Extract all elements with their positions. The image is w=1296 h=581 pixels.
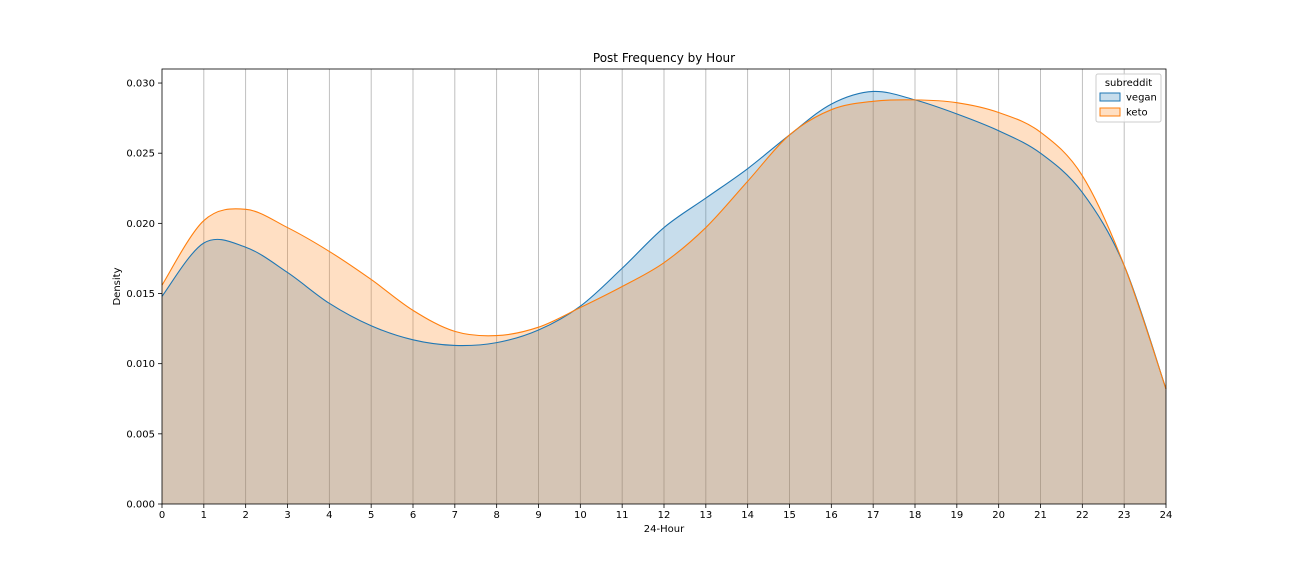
legend-box <box>1095 73 1162 123</box>
x-axis-label: 24-Hour <box>644 524 685 535</box>
y-tick-label: 0.025 <box>126 149 155 160</box>
x-tick-label: 8 <box>493 510 499 521</box>
x-tick-label: 21 <box>1034 510 1047 521</box>
line-vegan <box>161 90 1167 390</box>
legend-label-vegan: vegan <box>1126 93 1157 104</box>
x-tick-label: 20 <box>992 510 1005 521</box>
area-vegan <box>162 91 1166 504</box>
y-axis-label: Density <box>112 267 123 305</box>
y-tick-label: 0.020 <box>126 219 155 230</box>
x-tick-label: 10 <box>574 510 587 521</box>
x-tick-label: 19 <box>950 510 963 521</box>
density-lines <box>161 90 1167 390</box>
legend-swatch-keto <box>1099 107 1121 117</box>
x-tick-label: 14 <box>741 510 754 521</box>
x-tick-label: 3 <box>284 510 290 521</box>
y-tick-label: 0.005 <box>126 429 155 440</box>
x-tick-label: 16 <box>825 510 838 521</box>
legend-label-keto: keto <box>1126 108 1148 119</box>
x-tick-label: 15 <box>783 510 796 521</box>
x-tick-label: 22 <box>1076 510 1089 521</box>
legend: subreddit vegan keto <box>1095 73 1162 123</box>
x-tick-label: 13 <box>699 510 712 521</box>
x-tick-label: 18 <box>909 510 922 521</box>
x-tick-label: 17 <box>867 510 880 521</box>
x-tick-label: 6 <box>410 510 416 521</box>
y-axis-ticks: 0.000 0.005 0.010 0.015 0.020 0.025 0.030 <box>126 79 162 511</box>
x-tick-label: 7 <box>452 510 458 521</box>
y-tick-label: 0.000 <box>126 500 155 511</box>
density-areas <box>162 91 1166 505</box>
x-tick-label: 4 <box>326 510 332 521</box>
x-tick-label: 0 <box>159 510 165 521</box>
line-keto <box>161 99 1167 390</box>
x-tick-label: 23 <box>1118 510 1131 521</box>
legend-swatch-vegan <box>1099 92 1121 102</box>
legend-title: subreddit <box>1105 78 1152 89</box>
y-tick-label: 0.030 <box>126 79 155 90</box>
y-tick-label: 0.010 <box>126 359 155 370</box>
x-tick-label: 1 <box>201 510 207 521</box>
legend-entries: vegan keto <box>1099 92 1157 119</box>
gridlines <box>203 69 1125 504</box>
chart-title: Post Frequency by Hour <box>593 51 735 65</box>
x-tick-label: 24 <box>1160 510 1173 521</box>
x-tick-label: 5 <box>368 510 374 521</box>
x-tick-label: 2 <box>242 510 248 521</box>
x-tick-label: 11 <box>616 510 629 521</box>
x-tick-label: 12 <box>658 510 671 521</box>
x-axis-ticks: 0 1 2 3 4 5 6 7 8 9 10 11 12 13 14 15 16 17 18 19 20 21 22 23 24 <box>159 504 1173 521</box>
area-keto <box>162 99 1166 505</box>
x-tick-label: 9 <box>535 510 541 521</box>
y-tick-label: 0.015 <box>126 289 155 300</box>
